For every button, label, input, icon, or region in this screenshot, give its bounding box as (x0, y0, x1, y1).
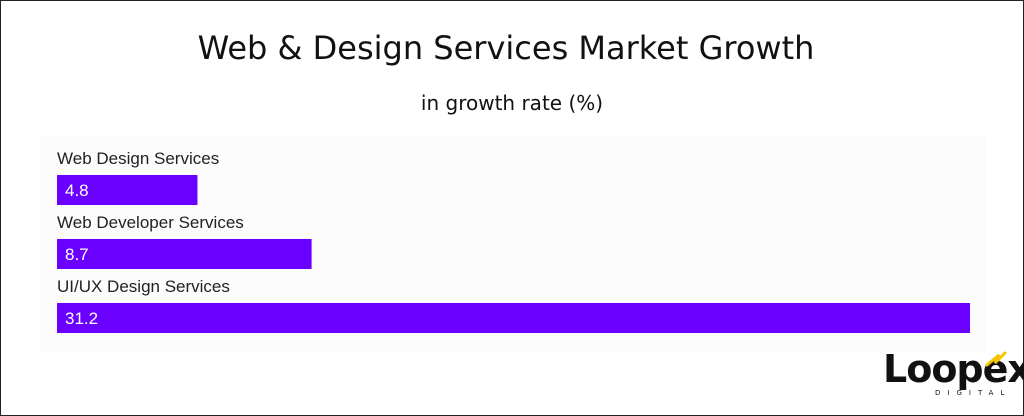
chart-title: Web & Design Services Market Growth (197, 29, 815, 67)
bar-value-label: 31.2 (65, 309, 98, 328)
category-label: UI/UX Design Services (57, 277, 230, 296)
category-label: Web Design Services (57, 149, 219, 168)
bar-value-label: 8.7 (65, 245, 89, 264)
bar (57, 239, 312, 269)
bar (57, 303, 970, 333)
logo-spark-icon (985, 351, 1007, 367)
category-label: Web Developer Services (57, 213, 244, 232)
bar-chart: Web Design Services 4.8 Web Developer Serv… (57, 149, 970, 333)
bar-value-label: 4.8 (65, 181, 89, 200)
logo-subtext: DIGITAL (935, 389, 1012, 397)
loopex-logo: Loopex DIGITAL (881, 349, 1024, 401)
chart-subtitle: in growth rate (%) (420, 91, 604, 115)
bar (57, 175, 198, 205)
plot-area: Web Design Services 4.8 Web Developer Serv… (41, 137, 986, 351)
